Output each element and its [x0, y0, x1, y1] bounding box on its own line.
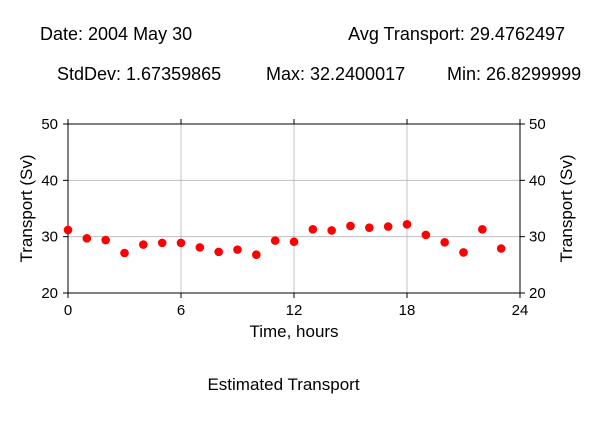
data-point: [252, 250, 261, 259]
data-point: [327, 226, 336, 235]
data-point: [195, 243, 205, 252]
data-point: [496, 244, 506, 253]
data-point: [139, 240, 148, 249]
y-tick-label-right: 20: [529, 285, 546, 302]
x-tick-label: 0: [64, 302, 72, 319]
x-tick-label: 6: [177, 302, 185, 319]
stddev-label: StdDev: 1.67359865: [57, 64, 222, 84]
data-point: [346, 221, 355, 231]
y-tick-label-right: 40: [529, 172, 546, 189]
data-point: [383, 222, 393, 231]
y-axis-label-left: Transport (Sv): [17, 154, 36, 262]
data-point: [365, 223, 374, 232]
data-point: [63, 225, 73, 235]
data-point: [270, 236, 280, 245]
data-point: [214, 247, 223, 257]
avg-transport-label: Avg Transport: 29.4762497: [348, 24, 565, 44]
max-label: Max: 32.2400017: [266, 64, 406, 84]
data-points: [63, 219, 506, 259]
data-point: [459, 248, 468, 257]
y-tick-label-right: 30: [529, 229, 546, 246]
data-point: [478, 225, 487, 234]
chart-caption: Estimated Transport: [207, 375, 360, 394]
axis-ticks: [63, 119, 525, 298]
data-point: [101, 235, 110, 245]
y-axis-label-right: Transport (Sv): [557, 154, 576, 262]
data-point: [440, 238, 449, 247]
data-point: [233, 245, 242, 254]
data-point: [82, 234, 92, 243]
data-point: [421, 230, 431, 240]
y-tick-label-right: 50: [529, 116, 546, 133]
data-point: [289, 237, 299, 247]
data-point: [402, 219, 412, 229]
data-point: [176, 238, 186, 248]
y-tick-label-left: 40: [41, 172, 58, 189]
min-label: Min: 26.8299999: [447, 64, 582, 84]
x-axis-label: Time, hours: [249, 322, 338, 341]
data-point: [308, 225, 318, 234]
data-point: [157, 238, 167, 248]
y-tick-label-left: 20: [41, 285, 58, 302]
x-tick-label: 24: [512, 302, 529, 319]
x-tick-label: 12: [286, 302, 303, 319]
grid-lines: [68, 124, 520, 293]
y-tick-label-left: 30: [41, 229, 58, 246]
x-tick-label: 18: [399, 302, 416, 319]
y-tick-label-left: 50: [41, 116, 58, 133]
date-label: Date: 2004 May 30: [40, 24, 193, 44]
data-point: [120, 248, 129, 258]
